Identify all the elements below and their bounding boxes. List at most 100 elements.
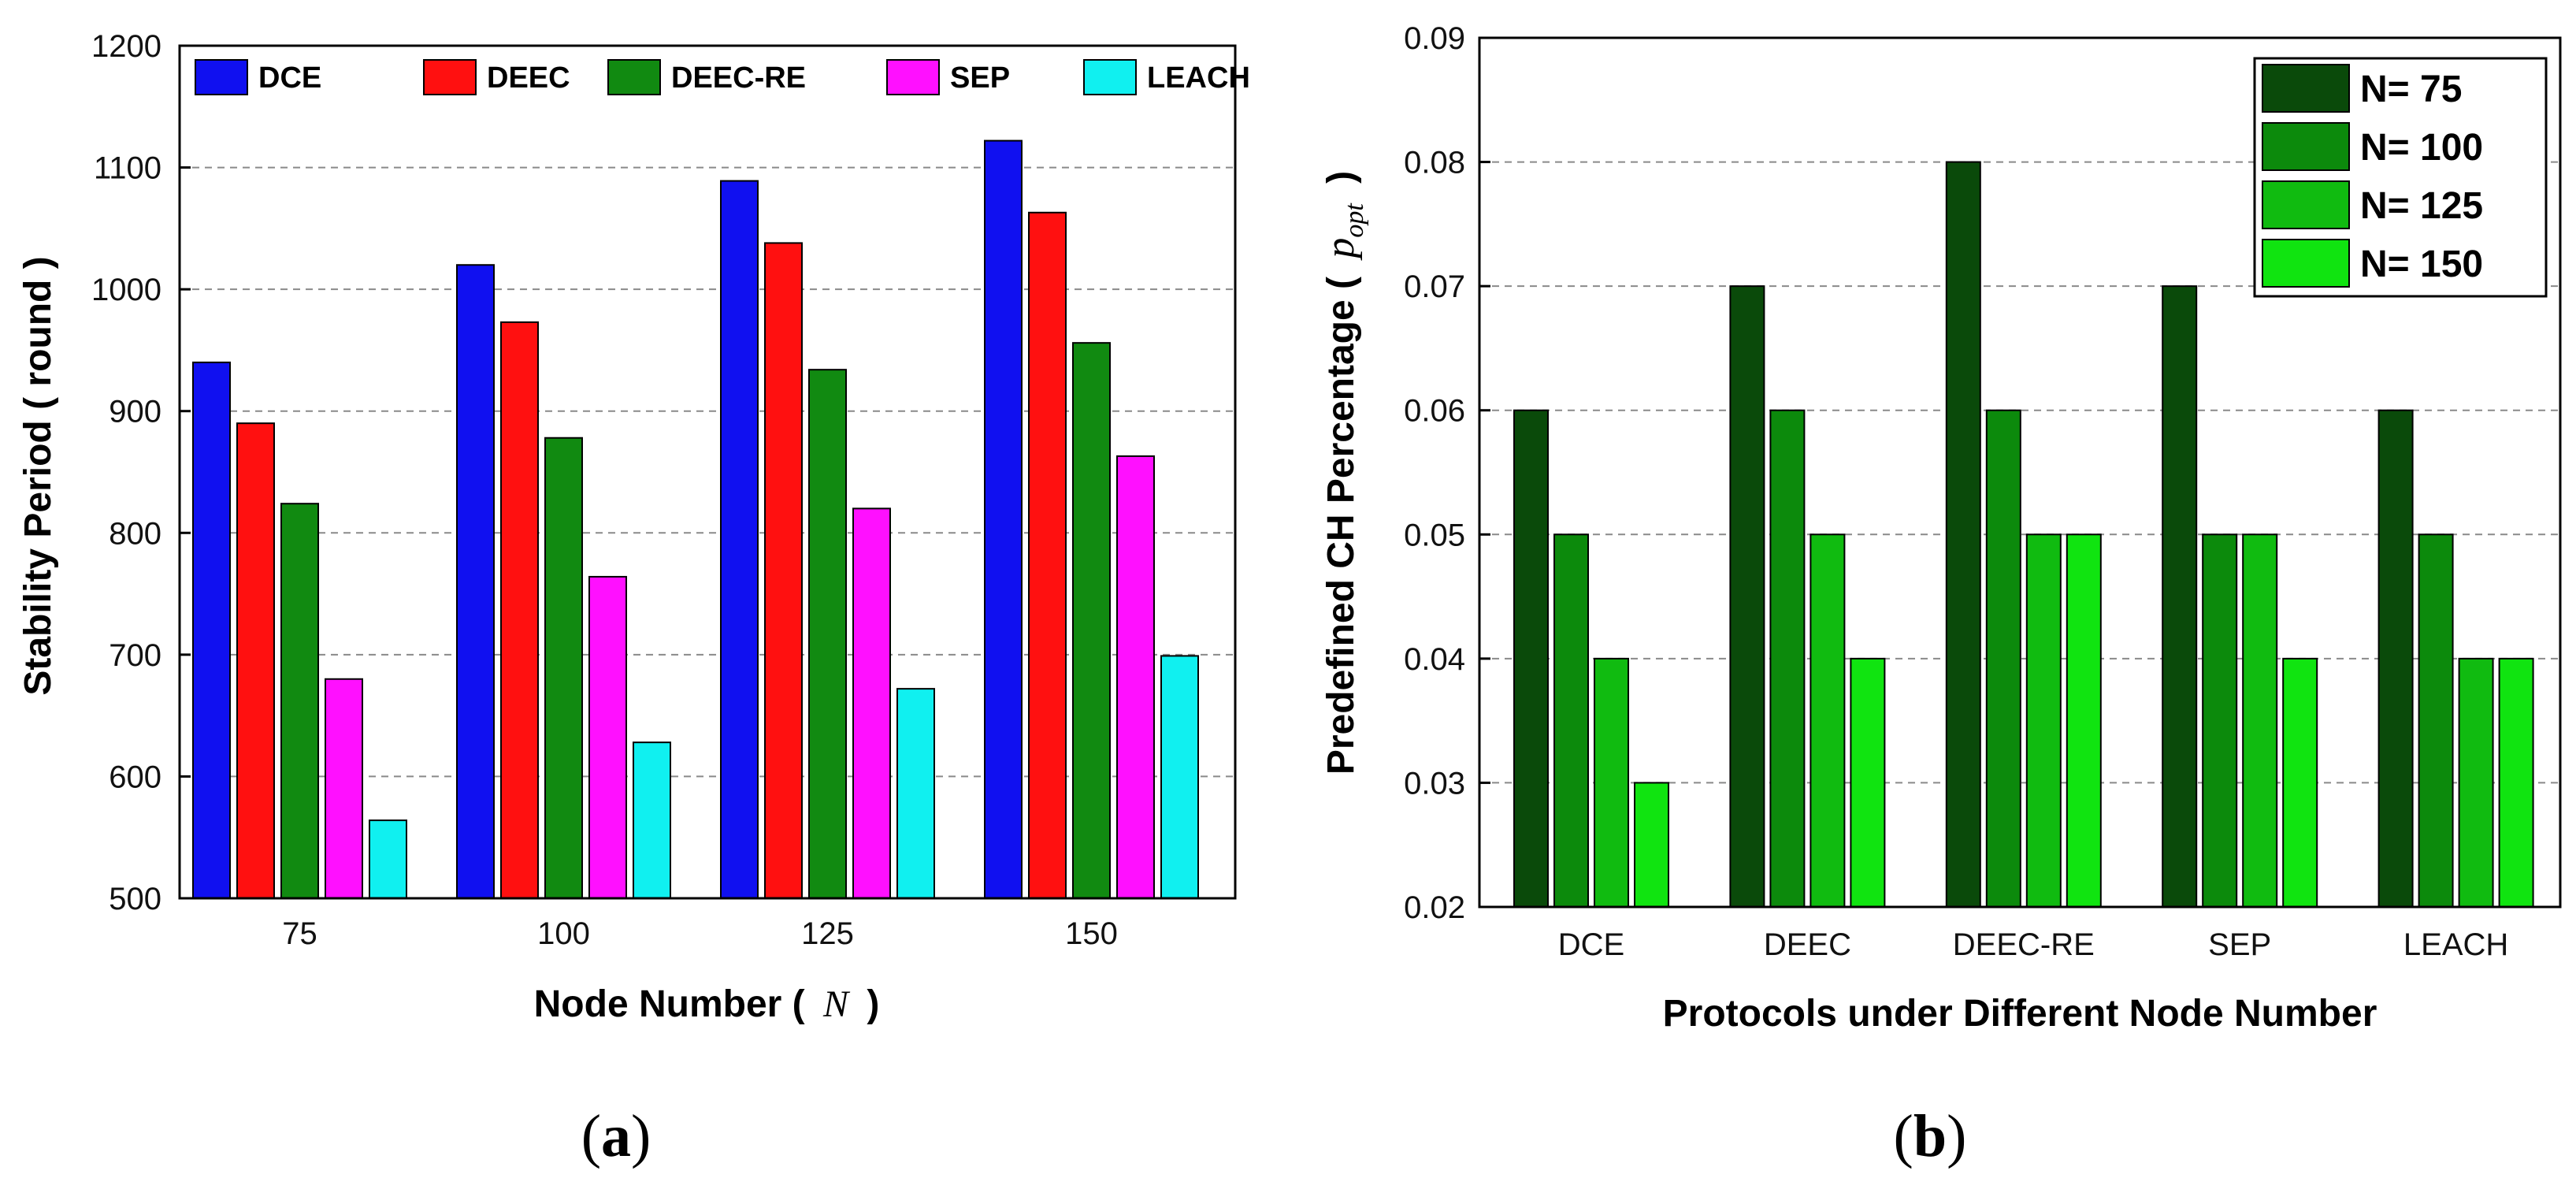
bar-deec-75 (236, 422, 275, 899)
bar-n-100-dce (1553, 533, 1589, 908)
x-tick-label: DEEC (1764, 927, 1851, 962)
bar-n-125-dce (1594, 657, 1629, 908)
legend-label-leach: LEACH (1147, 61, 1250, 95)
legend-swatch-leach (1083, 59, 1137, 95)
bar-n-125-deec-re (2025, 533, 2062, 908)
bar-n-100-deec (1769, 409, 1806, 908)
bar-n-150-sep (2282, 657, 2318, 908)
bar-sep-100 (588, 575, 627, 900)
bar-n-150-leach (2498, 657, 2534, 908)
bar-n-75-leach (2377, 409, 2414, 908)
y-tick-label: 0.04 (1404, 642, 1465, 677)
chart-a-x-ticks: 75 100 125 150 (282, 916, 1118, 951)
chart-b: 0.02 0.03 0.04 0.05 0.06 0.07 0.08 0.09 DCE DEEC… (1318, 21, 2562, 1169)
legend-swatch-n-75 (2262, 64, 2350, 113)
bar-n-150-dce (1634, 782, 1669, 909)
x-tick-label: 100 (537, 916, 590, 951)
chart-b-y-axis-title-sub: opt (1340, 203, 1369, 238)
legend-swatch-dce (195, 59, 248, 95)
bar-n-125-deec (1810, 533, 1846, 908)
chart-a-legend: DCE DEEC DEEC-RE SEP LEACH (186, 55, 1250, 99)
y-tick-label: 1200 (91, 29, 161, 64)
chart-a-y-axis-title: Stability Period ( round ) (17, 256, 59, 695)
y-tick-label: 1100 (94, 151, 161, 186)
y-tick-label: 0.02 (1404, 890, 1465, 925)
x-tick-label: DEEC-RE (1953, 927, 2095, 962)
y-tick-label: 500 (109, 882, 161, 916)
bar-leach-75 (369, 819, 407, 900)
bar-dce-150 (984, 139, 1023, 899)
y-tick-label: 0.03 (1404, 766, 1465, 801)
bar-leach-125 (896, 688, 935, 899)
legend-label-n-75: N= 75 (2360, 69, 2462, 110)
chart-b-y-ticks: 0.02 0.03 0.04 0.05 0.06 0.07 0.08 0.09 (1404, 21, 1490, 925)
chart-a-frame (178, 44, 1237, 900)
bar-deec-100 (500, 321, 539, 899)
legend-label-n-150: N= 150 (2360, 243, 2483, 285)
y-tick-label: 900 (109, 395, 161, 429)
legend-swatch-n-100 (2262, 122, 2350, 171)
legend-swatch-n-150 (2262, 239, 2350, 288)
chart-a-x-axis-title-suffix: ) (867, 983, 879, 1025)
bar-leach-100 (633, 741, 671, 899)
legend-box (186, 55, 1223, 99)
bar-deec-125 (764, 242, 803, 899)
bar-n-75-deec-re (1945, 161, 1981, 909)
chart-a-bars (192, 139, 1199, 900)
bar-deec-re-75 (280, 503, 319, 900)
bar-n-100-sep (2202, 533, 2238, 908)
caption-a-open: ( (581, 1103, 601, 1169)
caption-b-letter: b (1913, 1103, 1947, 1169)
legend-label-n-100: N= 100 (2360, 127, 2483, 169)
y-tick-label: 700 (109, 638, 161, 673)
legend-swatch-deec (423, 59, 477, 95)
caption-a-close: ) (631, 1103, 651, 1169)
legend-label-dce: DCE (258, 61, 321, 95)
y-tick-label: 0.08 (1404, 146, 1465, 180)
caption-b-close: ) (1947, 1103, 1966, 1169)
y-tick-label: 0.06 (1404, 394, 1465, 429)
legend-label-deec: DEEC (487, 61, 570, 95)
chart-a-x-axis-title-var: N (822, 983, 851, 1025)
bar-n-125-leach (2458, 657, 2494, 908)
bar-deec-re-100 (544, 437, 583, 899)
legend-label-n-125: N= 125 (2360, 185, 2483, 227)
legend-label-sep: SEP (950, 61, 1010, 95)
bar-deec-re-150 (1072, 342, 1111, 899)
caption-a-letter: a (601, 1103, 631, 1169)
bar-n-75-dce (1513, 409, 1549, 908)
bar-dce-100 (456, 264, 495, 899)
y-tick-label: 0.05 (1404, 518, 1465, 552)
chart-b-legend: N= 75 N= 100 N= 125 N= 150 (2253, 57, 2548, 298)
bar-deec-150 (1028, 211, 1067, 899)
chart-a-y-ticks: 500 600 700 800 900 1000 1100 1200 (91, 29, 191, 916)
chart-b-y-axis-title: Predefined CH Percentage ( popt ) (1318, 171, 1372, 775)
legend-label-deec-re: DEEC-RE (671, 61, 806, 95)
bar-sep-75 (325, 678, 363, 899)
legend-swatch-deec-re (607, 59, 661, 95)
y-tick-label: 600 (109, 760, 161, 794)
x-tick-label: DCE (1558, 927, 1624, 962)
chart-b-x-axis-title: Protocols under Different Node Number (1663, 993, 2377, 1035)
legend-swatch-sep (886, 59, 940, 95)
bar-dce-125 (720, 180, 759, 899)
y-tick-label: 0.07 (1404, 269, 1465, 304)
bar-n-75-sep (2162, 285, 2198, 908)
y-tick-label: 800 (109, 516, 161, 551)
bar-deec-re-125 (808, 369, 847, 900)
bar-n-150-deec (1850, 657, 1886, 908)
caption-a: (a) (581, 1103, 651, 1169)
y-tick-label: 1000 (91, 273, 161, 307)
caption-b: (b) (1894, 1103, 1967, 1169)
x-tick-label: LEACH (2403, 927, 2508, 962)
bar-leach-150 (1160, 655, 1199, 899)
x-tick-label: 75 (282, 916, 317, 951)
chart-a-x-axis-title: Node Number ( N ) (534, 983, 880, 1025)
y-tick-label: 0.09 (1404, 21, 1465, 56)
chart-b-y-axis-title-suffix: ) (1320, 171, 1362, 184)
bar-n-150-deec-re (2066, 533, 2102, 908)
legend-swatch-n-125 (2262, 180, 2350, 229)
bar-sep-125 (852, 507, 891, 899)
chart-b-y-axis-title-prefix: Predefined CH Percentage ( (1320, 277, 1362, 775)
